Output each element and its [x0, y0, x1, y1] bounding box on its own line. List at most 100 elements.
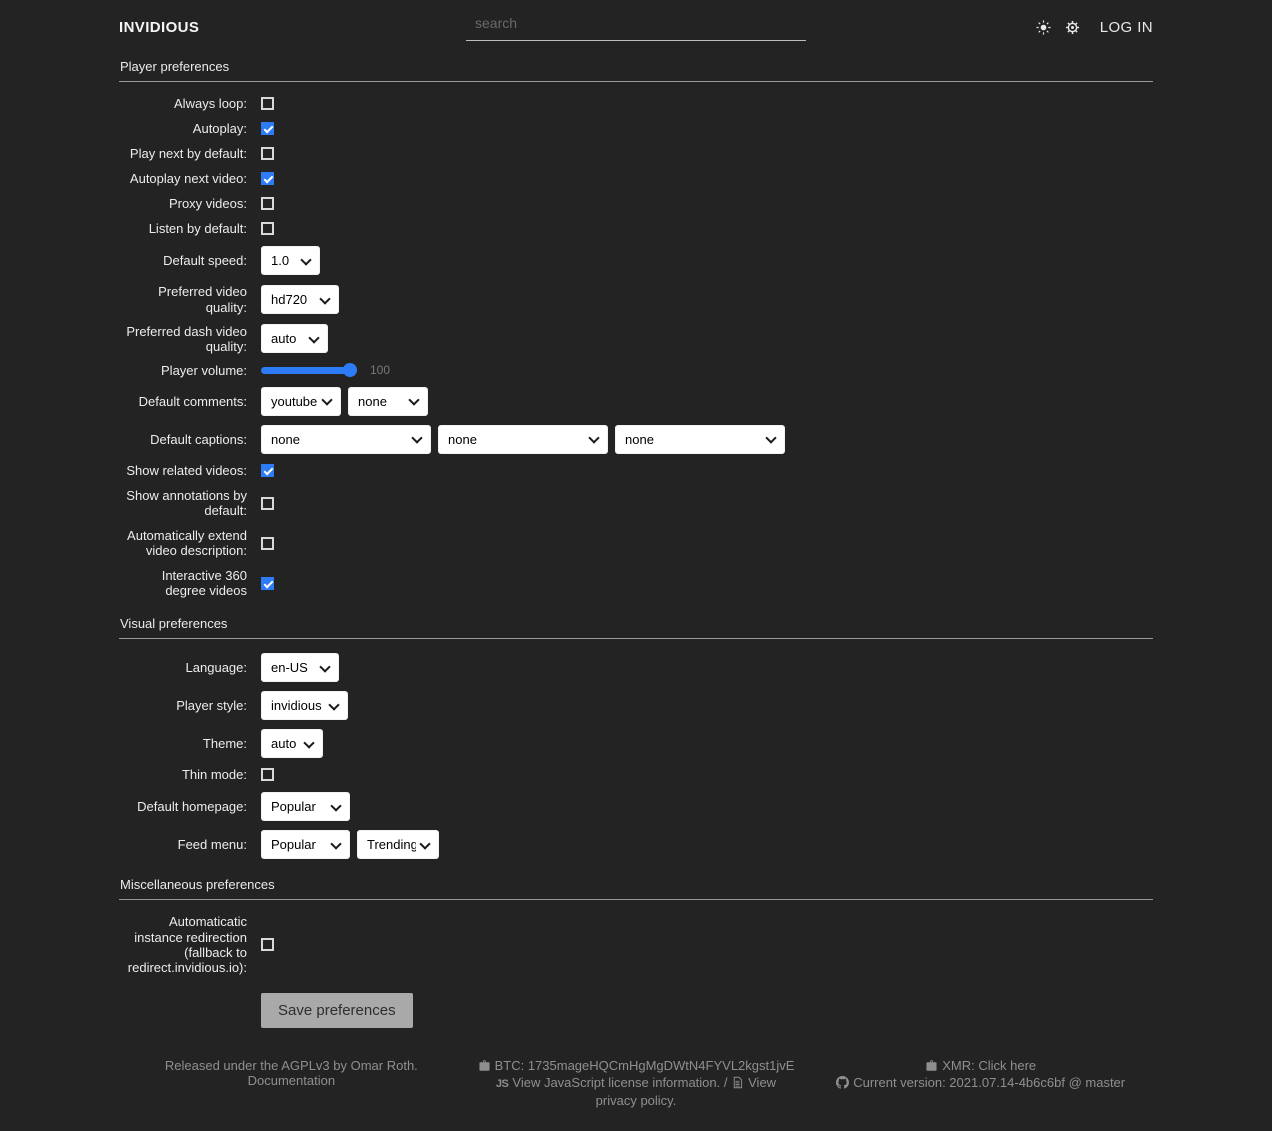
pref-row: Language: en-US: [119, 653, 1153, 683]
pref-row: Listen by default:: [119, 221, 1153, 236]
show-annotations-label: Show annotations by default:: [126, 487, 247, 519]
instance-redirect-label: Automaticatic instance redirection (fall…: [127, 914, 247, 975]
theme-select[interactable]: auto: [261, 729, 323, 759]
player-style-select[interactable]: invidious: [261, 691, 348, 721]
default-homepage-label: Default homepage:: [137, 799, 247, 815]
theme-label: Theme:: [202, 736, 247, 752]
footer: Released under the AGPLv3 by Omar Roth. …: [119, 1058, 1153, 1131]
pref-row: Player style: invidious: [119, 691, 1153, 721]
released-text: Released under the AGPLv3 by Omar Roth.: [164, 1057, 418, 1073]
language-label: Language:: [185, 660, 247, 676]
preferred-quality-label: Preferred video quality:: [158, 284, 247, 315]
player-preferences-heading: Player preferences: [119, 59, 1153, 82]
autoplay-label: Autoplay:: [192, 121, 247, 137]
xmr-link[interactable]: Click here: [978, 1057, 1037, 1073]
default-captions-select-3[interactable]: none: [615, 424, 785, 454]
instance-redirect-checkbox[interactable]: [261, 938, 274, 952]
default-comments-select-1[interactable]: youtube: [261, 386, 341, 416]
default-comments-select-2[interactable]: none: [348, 386, 428, 416]
pref-row: Default comments: youtube none: [119, 386, 1153, 416]
footer-license-column: Released under the AGPLv3 by Omar Roth. …: [119, 1058, 464, 1109]
player-volume-label: Player volume:: [161, 362, 247, 378]
thin-mode-checkbox[interactable]: [261, 768, 274, 782]
pref-row: Interactive 360 degree videos: [119, 568, 1153, 598]
pref-row: Theme: auto: [119, 729, 1153, 759]
github-icon: [836, 1076, 850, 1093]
documentation-link[interactable]: Documentation: [247, 1073, 336, 1089]
visual-preferences-heading: Visual preferences: [119, 616, 1153, 640]
pref-row: Autoplay next video:: [119, 171, 1153, 186]
version-text: Current version: 2021.07.14-4b6c6bf @ ma…: [853, 1075, 1126, 1091]
briefcase-icon: [925, 1059, 938, 1076]
pref-row: Always loop:: [119, 96, 1153, 111]
javascript-icon: JS: [495, 1078, 509, 1091]
pref-row: Default speed: 1.0: [119, 246, 1153, 276]
default-homepage-select[interactable]: Popular: [261, 792, 350, 822]
footer-version-column: XMR: Click here Current version: 2021.07…: [808, 1058, 1153, 1109]
listen-by-default-checkbox[interactable]: [261, 222, 274, 236]
pref-row: Feed menu: Popular Trending: [119, 830, 1153, 860]
btc-address-text: BTC: 1735mageHQCmHgMgDWtN4FYVL2kgst1jvE: [494, 1057, 795, 1073]
play-next-label: Play next by default:: [129, 146, 247, 162]
proxy-videos-checkbox[interactable]: [261, 197, 274, 211]
search-input[interactable]: [466, 13, 806, 41]
show-related-checkbox[interactable]: [261, 463, 274, 477]
show-related-label: Show related videos:: [126, 462, 247, 478]
always-loop-checkbox[interactable]: [261, 97, 274, 111]
feed-menu-label: Feed menu:: [177, 837, 247, 853]
extend-description-checkbox[interactable]: [261, 536, 274, 550]
preferred-dash-quality-label: Preferred dash video quality:: [126, 323, 247, 354]
top-navbar: INVIDIOUS: [119, 0, 1153, 49]
save-preferences-button[interactable]: Save preferences: [261, 992, 413, 1028]
language-select[interactable]: en-US: [261, 653, 339, 683]
pref-row: Automaticatic instance redirection (fall…: [119, 914, 1153, 975]
autoplay-next-checkbox[interactable]: [261, 172, 274, 186]
pref-row: Proxy videos:: [119, 196, 1153, 211]
feed-menu-select-2[interactable]: Trending: [357, 830, 439, 860]
listen-by-default-label: Listen by default:: [148, 221, 247, 237]
js-license-link[interactable]: View JavaScript license information.: [512, 1075, 721, 1091]
pref-row: Thin mode:: [119, 767, 1153, 782]
interactive-360-label: Interactive 360 degree videos: [161, 568, 247, 599]
document-icon: [731, 1076, 744, 1093]
always-loop-label: Always loop:: [174, 96, 247, 111]
feed-menu-select-1[interactable]: Popular: [261, 830, 350, 860]
gear-icon[interactable]: [1065, 20, 1080, 35]
preferred-quality-select[interactable]: hd720: [261, 285, 339, 315]
player-volume-value: 100: [370, 363, 391, 378]
proxy-videos-label: Proxy videos:: [168, 196, 247, 212]
autoplay-checkbox[interactable]: [261, 122, 274, 136]
invidious-logo[interactable]: INVIDIOUS: [119, 18, 200, 36]
pref-row: Default homepage: Popular: [119, 792, 1153, 822]
interactive-360-checkbox[interactable]: [261, 576, 274, 590]
pref-row: Show annotations by default:: [119, 488, 1153, 518]
footer-separator: /: [723, 1075, 728, 1091]
pref-row: Default captions: none none none: [119, 424, 1153, 454]
default-speed-select[interactable]: 1.0: [261, 246, 320, 276]
misc-preferences-heading: Miscellaneous preferences: [119, 877, 1153, 901]
default-captions-select-1[interactable]: none: [261, 424, 431, 454]
pref-row: Autoplay:: [119, 121, 1153, 136]
pref-row: Player volume: 100: [119, 363, 1153, 378]
autoplay-next-label: Autoplay next video:: [129, 171, 247, 187]
default-captions-label: Default captions:: [150, 431, 247, 447]
pref-row: Show related videos:: [119, 463, 1153, 478]
log-in-link[interactable]: LOG IN: [1099, 18, 1153, 36]
pref-row: Play next by default:: [119, 146, 1153, 161]
sun-icon[interactable]: [1036, 19, 1051, 35]
preferred-dash-quality-select[interactable]: auto: [261, 324, 328, 354]
default-comments-label: Default comments:: [138, 393, 247, 409]
default-captions-select-2[interactable]: none: [438, 424, 608, 454]
thin-mode-label: Thin mode:: [181, 767, 247, 783]
player-style-label: Player style:: [176, 698, 247, 714]
save-row: Save preferences: [119, 992, 1153, 1028]
pref-row: Automatically extend video description:: [119, 528, 1153, 558]
briefcase-icon: [478, 1059, 491, 1076]
default-speed-label: Default speed:: [163, 253, 247, 269]
extend-description-label: Automatically extend video description:: [127, 528, 247, 559]
player-volume-slider[interactable]: [261, 366, 357, 374]
xmr-label: XMR:: [942, 1057, 975, 1073]
play-next-checkbox[interactable]: [261, 147, 274, 161]
show-annotations-checkbox[interactable]: [261, 496, 274, 510]
pref-row: Preferred video quality: hd720: [119, 284, 1153, 315]
